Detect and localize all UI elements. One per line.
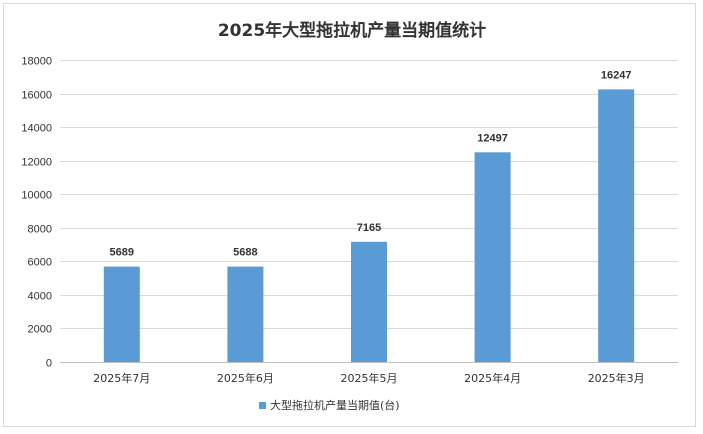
legend-label: 大型拖拉机产量当期值(台) [270,398,400,412]
data-label: 7165 [357,222,381,234]
y-tick-label: 10000 [21,190,52,202]
gridlines [60,60,678,363]
data-label: 5688 [233,247,257,259]
y-tick-label: 4000 [28,291,52,303]
x-tick-label: 2025年5月 [341,371,398,385]
y-tick-label: 18000 [21,56,52,68]
data-label: 12497 [477,132,508,144]
bar[interactable] [474,152,511,362]
y-tick-label: 2000 [28,324,52,336]
bar[interactable] [103,266,140,362]
x-tick-label: 2025年4月 [464,371,521,385]
y-tick-label: 6000 [28,257,52,269]
x-tick-label: 2025年3月 [588,371,645,385]
y-tick-label: 16000 [21,90,52,102]
bar[interactable] [351,241,387,362]
legend[interactable]: 大型拖拉机产量当期值(台) [259,398,400,412]
data-label: 16247 [601,69,632,81]
y-tick-label: 0 [46,358,52,370]
x-axis-ticks: 2025年7月 2025年6月 2025年5月 2025年4月 2025年3月 [93,371,644,385]
data-labels: 5689 5688 7165 12497 16247 [110,69,632,258]
chart-title: 2025年大型拖拉机产量当期值统计 [218,20,486,41]
data-label: 5689 [110,247,134,259]
y-axis-ticks: 0 2000 4000 6000 8000 10000 12000 14000 16000 180… [21,56,52,370]
y-tick-label: 8000 [28,224,52,236]
y-tick-label: 12000 [21,157,52,169]
legend-swatch [259,402,266,409]
bar[interactable] [598,89,635,363]
x-tick-label: 2025年7月 [93,371,150,385]
y-tick-label: 14000 [21,123,52,135]
x-tick-label: 2025年6月 [217,371,274,385]
bars [103,89,635,363]
bar[interactable] [227,266,264,362]
